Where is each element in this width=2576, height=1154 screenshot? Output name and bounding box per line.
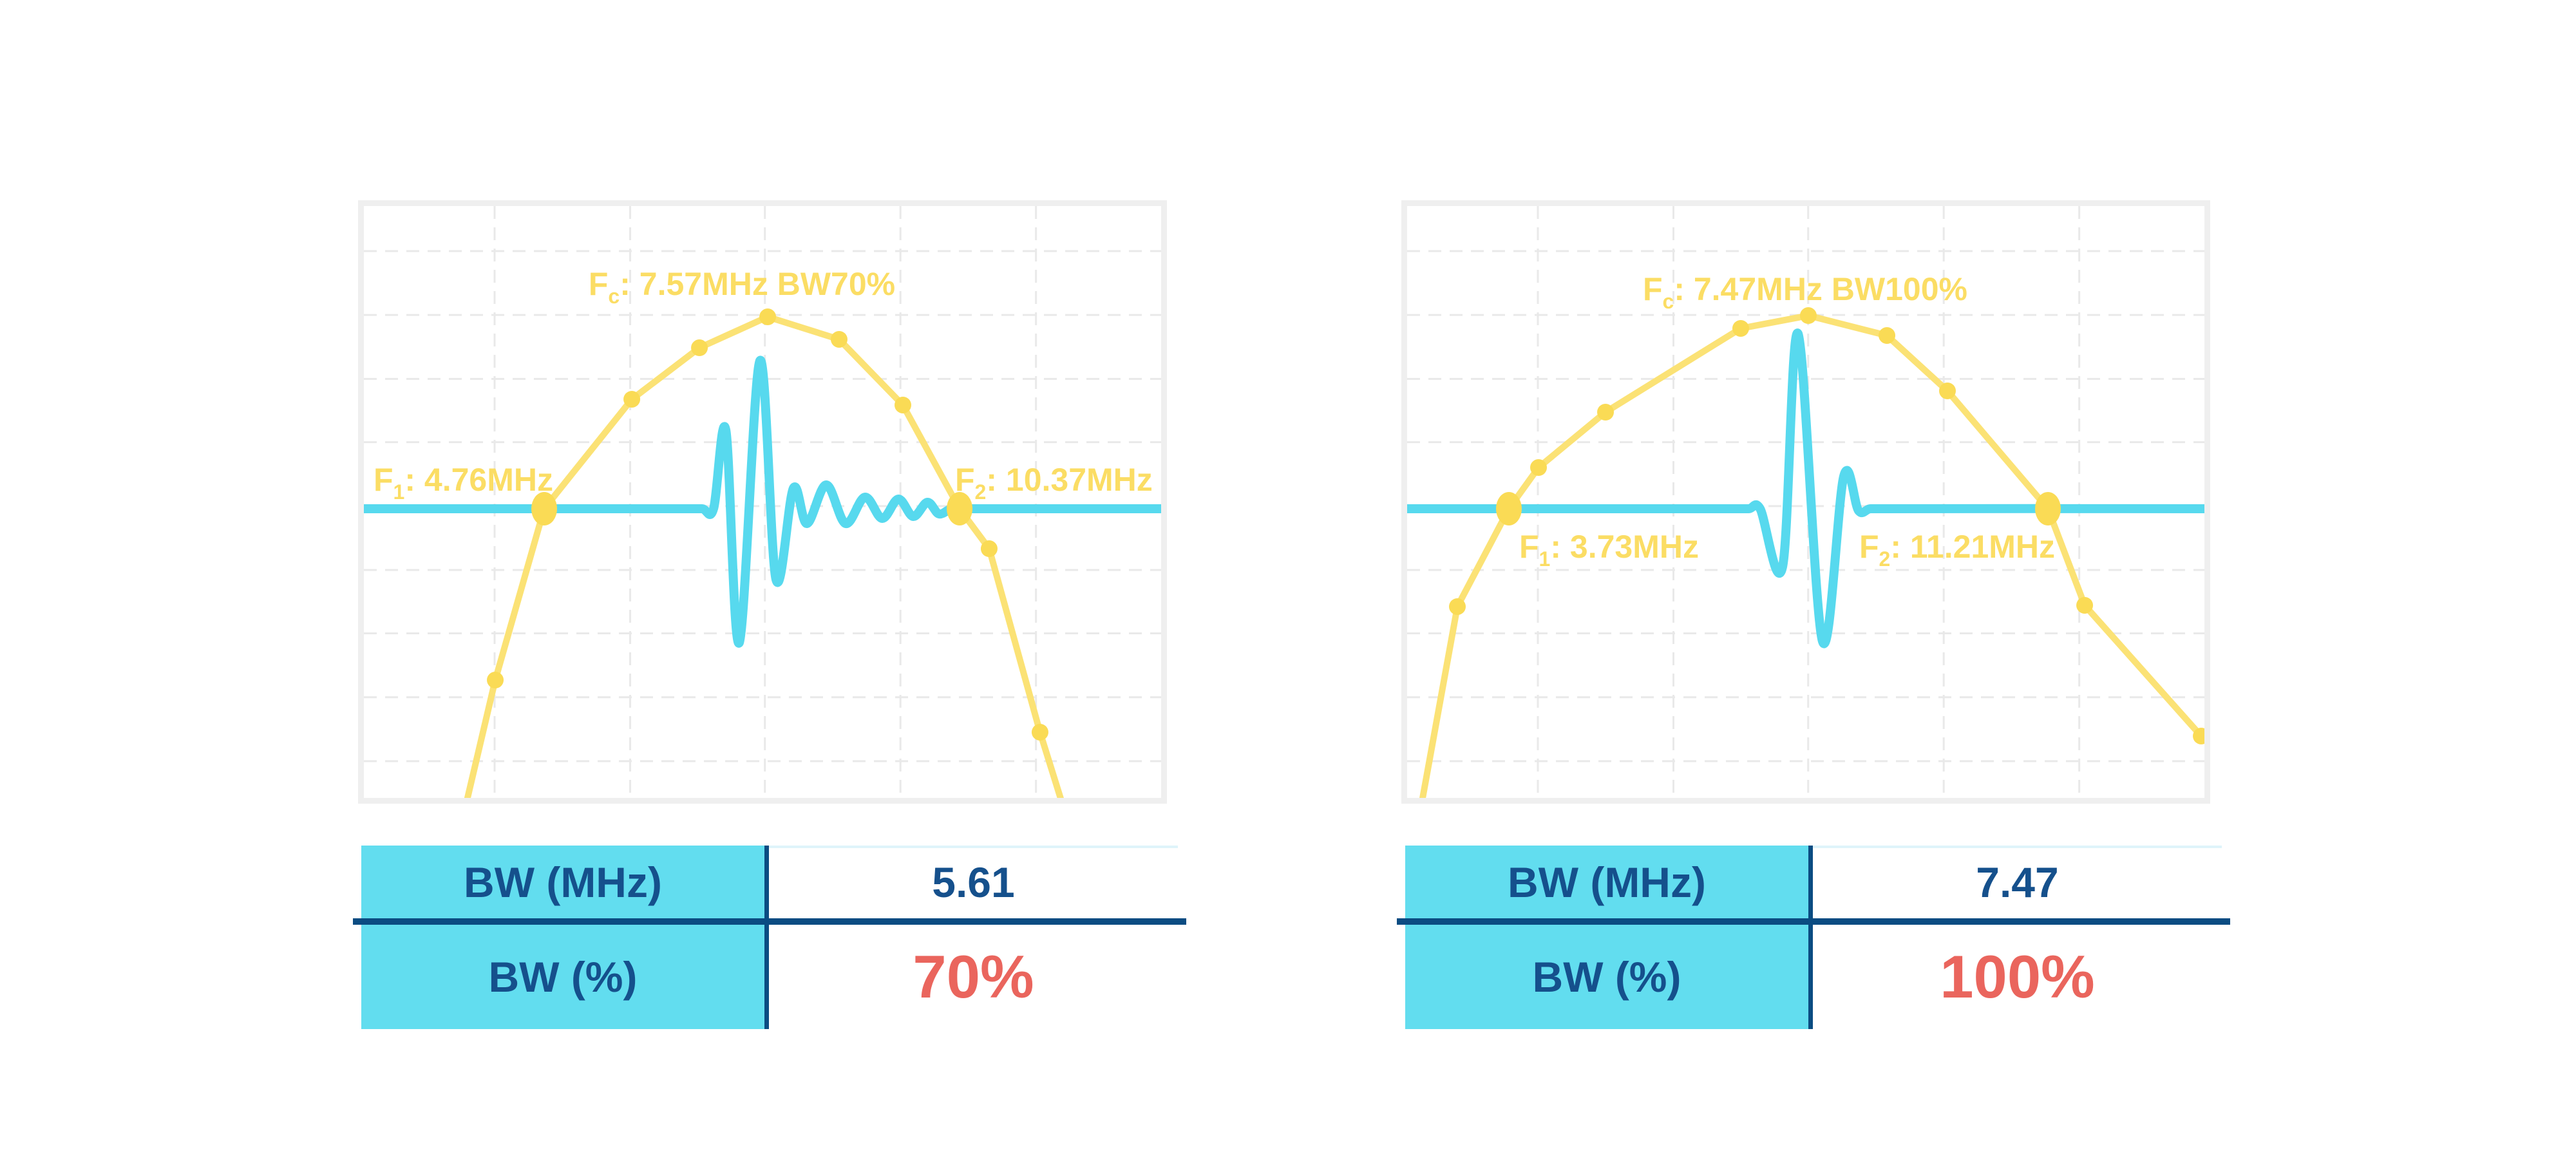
table-row-divider bbox=[353, 918, 1186, 925]
frequency-marker bbox=[623, 390, 641, 408]
spectrum-envelope-line bbox=[1419, 312, 2204, 798]
f2-frequency-label: F2: 11.21MHz bbox=[1859, 529, 2055, 571]
bandwidth-threshold-marker bbox=[1495, 491, 1522, 525]
frequency-marker bbox=[759, 308, 777, 326]
frequency-marker bbox=[1879, 326, 1896, 344]
frequency-marker bbox=[980, 540, 998, 558]
bandwidth-threshold-marker bbox=[531, 491, 558, 525]
f1-frequency-label: F1: 3.73MHz bbox=[1519, 529, 1699, 571]
frequency-marker bbox=[487, 672, 504, 689]
bw-mhz-label: BW (MHz) bbox=[464, 858, 662, 906]
frequency-marker bbox=[1732, 319, 1749, 337]
table-top-divider bbox=[1813, 846, 2222, 848]
frequency-marker bbox=[691, 339, 708, 357]
frequency-marker bbox=[1938, 383, 1956, 400]
bw-percent-value: 100% bbox=[1940, 943, 2095, 1010]
chart-title-label: Fc: 7.47MHz BW100% bbox=[1643, 271, 1967, 313]
bandwidth-table-bw70: BW (MHz) BW (%) 5.61 70% bbox=[353, 846, 1186, 1029]
f2-frequency-label: F2: 10.37MHz bbox=[955, 462, 1153, 504]
chart-canvas: Fc: 7.57MHz BW70% F1: 4.76MHz F2: 10.37MHz bbox=[364, 206, 1161, 798]
f1-frequency-label: F1: 4.76MHz bbox=[374, 462, 553, 504]
pulse-waveform-line bbox=[364, 355, 1161, 648]
table-top-divider bbox=[769, 846, 1178, 848]
frequency-marker bbox=[2076, 596, 2094, 614]
bw-mhz-value: 5.61 bbox=[932, 858, 1015, 906]
bandwidth-table-bw100: BW (MHz) BW (%) 7.47 100% bbox=[1397, 846, 2230, 1029]
bw-percent-value: 70% bbox=[913, 943, 1034, 1010]
frequency-marker bbox=[1448, 598, 1466, 615]
bw-mhz-label: BW (MHz) bbox=[1508, 858, 1706, 906]
pulse-waveform-line bbox=[1407, 328, 2204, 648]
frequency-marker bbox=[895, 396, 912, 413]
spectrum-chart-bw100: Fc: 7.47MHz BW100% F1: 3.73MHz F2: 11.21MH… bbox=[1401, 200, 2210, 804]
spectrum-chart-bw70: Fc: 7.57MHz BW70% F1: 4.76MHz F2: 10.37MHz bbox=[358, 200, 1167, 804]
bw-percent-label: BW (%) bbox=[1532, 953, 1681, 1001]
bw-mhz-value: 7.47 bbox=[1976, 858, 2059, 906]
frequency-marker bbox=[1799, 307, 1817, 325]
chart-title-label: Fc: 7.57MHz BW70% bbox=[589, 266, 895, 308]
frequency-marker bbox=[1597, 403, 1615, 421]
frequency-marker bbox=[830, 330, 848, 348]
table-vertical-divider bbox=[764, 846, 769, 1029]
table-header-column bbox=[361, 846, 764, 1029]
table-header-column bbox=[1405, 846, 1808, 1029]
frequency-marker bbox=[2193, 727, 2204, 744]
table-row-divider bbox=[1397, 918, 2230, 925]
chart-canvas: Fc: 7.47MHz BW100% F1: 3.73MHz F2: 11.21MH… bbox=[1407, 206, 2204, 798]
frequency-marker bbox=[1031, 723, 1048, 741]
table-vertical-divider bbox=[1808, 846, 1813, 1029]
bandwidth-threshold-marker bbox=[947, 491, 973, 525]
frequency-marker bbox=[1530, 459, 1548, 477]
bandwidth-threshold-marker bbox=[2034, 491, 2061, 525]
spectrum-envelope-line bbox=[464, 314, 1064, 798]
bw-percent-label: BW (%) bbox=[488, 953, 638, 1001]
